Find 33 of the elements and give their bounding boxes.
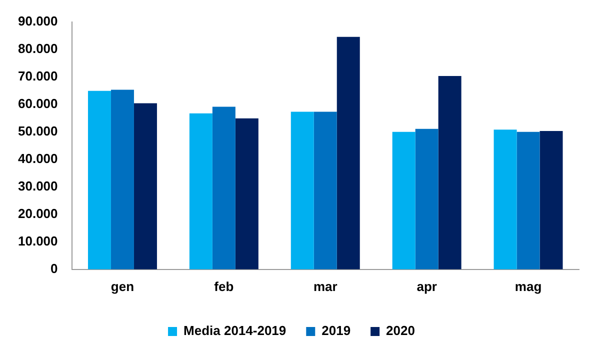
x-tick-label: feb (214, 278, 234, 294)
x-tick-label: mar (313, 278, 338, 294)
y-tick-label: 20.000 (18, 206, 58, 221)
bar (134, 103, 157, 270)
bar (189, 113, 212, 270)
x-tick-label: mag (514, 278, 542, 294)
bar (212, 106, 236, 270)
legend-label: 2020 (386, 323, 415, 338)
y-tick-label: 10.000 (18, 233, 58, 248)
y-tick-label: 50.000 (18, 123, 58, 138)
bar (494, 130, 517, 270)
x-tick-label: gen (110, 278, 134, 294)
y-tick-label: 90.000 (18, 13, 58, 28)
bar (110, 90, 134, 270)
y-tick-label: 40.000 (18, 150, 58, 166)
y-tick-label: 80.000 (18, 40, 58, 56)
bar (415, 128, 438, 270)
legend-label: 2019 (322, 323, 351, 338)
bar (235, 118, 258, 270)
bar (290, 112, 314, 270)
y-tick-label: 60.000 (18, 96, 58, 111)
bar (314, 112, 337, 270)
legend-label: Media 2014-2019 (184, 323, 286, 338)
bar (516, 132, 540, 270)
bar (438, 76, 462, 270)
y-tick-label: 70.000 (18, 68, 58, 84)
x-tick-label: apr (416, 278, 437, 294)
bar (392, 132, 416, 270)
y-tick-label: 30.000 (18, 178, 58, 194)
y-tick-label: 0 (50, 260, 58, 276)
bar (336, 36, 360, 270)
bar (88, 90, 111, 270)
bar (540, 131, 563, 270)
